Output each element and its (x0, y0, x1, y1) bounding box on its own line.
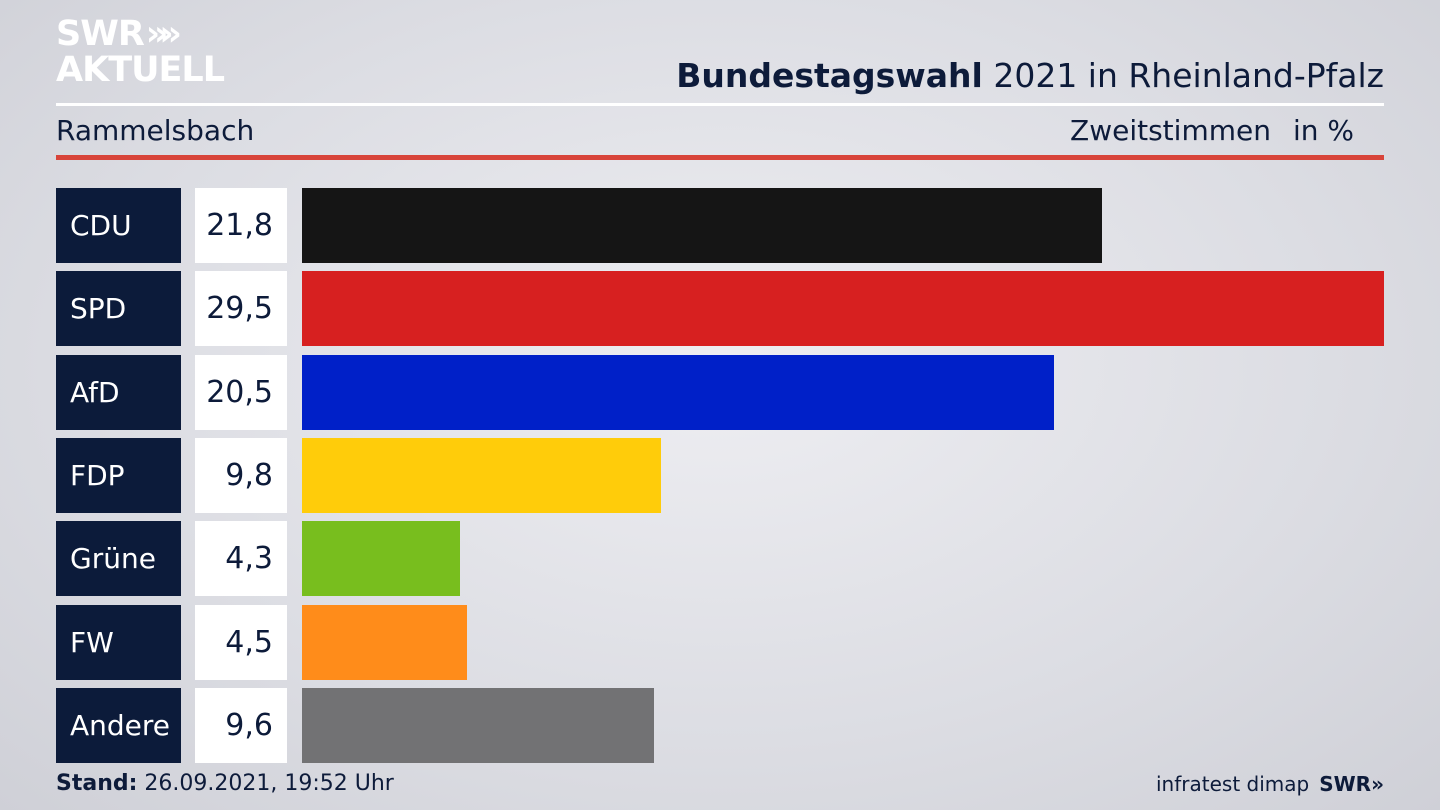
logo-aktuell-text: AKTUELL (56, 50, 225, 90)
value-label: 20,5 (195, 355, 287, 430)
party-label: Andere (56, 688, 181, 763)
party-label: FW (56, 605, 181, 680)
chart-row: CDU 21,8 (56, 188, 1384, 263)
measure-label: Zweitstimmen in % (1070, 114, 1354, 147)
party-label: SPD (56, 271, 181, 346)
party-label: Grüne (56, 521, 181, 596)
bar-cdu (302, 188, 1102, 263)
value-label: 4,5 (195, 605, 287, 680)
unit-text: in % (1292, 114, 1354, 147)
chart-row: FDP 9,8 (56, 438, 1384, 513)
location-label: Rammelsbach (56, 114, 255, 147)
value-label: 29,5 (195, 271, 287, 346)
bar-andere (302, 688, 654, 763)
value-label: 4,3 (195, 521, 287, 596)
bar-fw (302, 605, 467, 680)
page-title: Bundestagswahl 2021 in Rheinland-Pfalz (676, 56, 1384, 95)
swr-aktuell-logo: SWR»» AKTUELL (56, 14, 225, 90)
bar-spd (302, 271, 1384, 346)
header-divider-red (56, 155, 1384, 160)
stand-value: 26.09.2021, 19:52 Uhr (137, 771, 394, 796)
header-divider-white (56, 103, 1384, 106)
bar-fdp (302, 438, 661, 513)
measure-text: Zweitstimmen (1070, 114, 1271, 147)
source-text: infratest dimap (1156, 772, 1310, 796)
value-label: 9,6 (195, 688, 287, 763)
chart-row: Andere 9,6 (56, 688, 1384, 763)
swr-footer-logo: SWR» (1319, 772, 1384, 796)
source-credit: infratest dimap SWR» (1156, 772, 1384, 796)
value-label: 9,8 (195, 438, 287, 513)
logo-swr-text: SWR (56, 14, 145, 54)
party-label: CDU (56, 188, 181, 263)
party-label: AfD (56, 355, 181, 430)
chart-row: AfD 20,5 (56, 355, 1384, 430)
timestamp: Stand: 26.09.2021, 19:52 Uhr (56, 771, 394, 796)
value-label: 21,8 (195, 188, 287, 263)
title-rest: 2021 in Rheinland-Pfalz (982, 56, 1384, 95)
party-label: FDP (56, 438, 181, 513)
bar-grüne (302, 521, 460, 596)
title-bold: Bundestagswahl (676, 56, 983, 95)
chart-row: SPD 29,5 (56, 271, 1384, 346)
chart-row: Grüne 4,3 (56, 521, 1384, 596)
bar-afd (302, 355, 1054, 430)
chart-row: FW 4,5 (56, 605, 1384, 680)
stand-label: Stand: (56, 771, 138, 796)
